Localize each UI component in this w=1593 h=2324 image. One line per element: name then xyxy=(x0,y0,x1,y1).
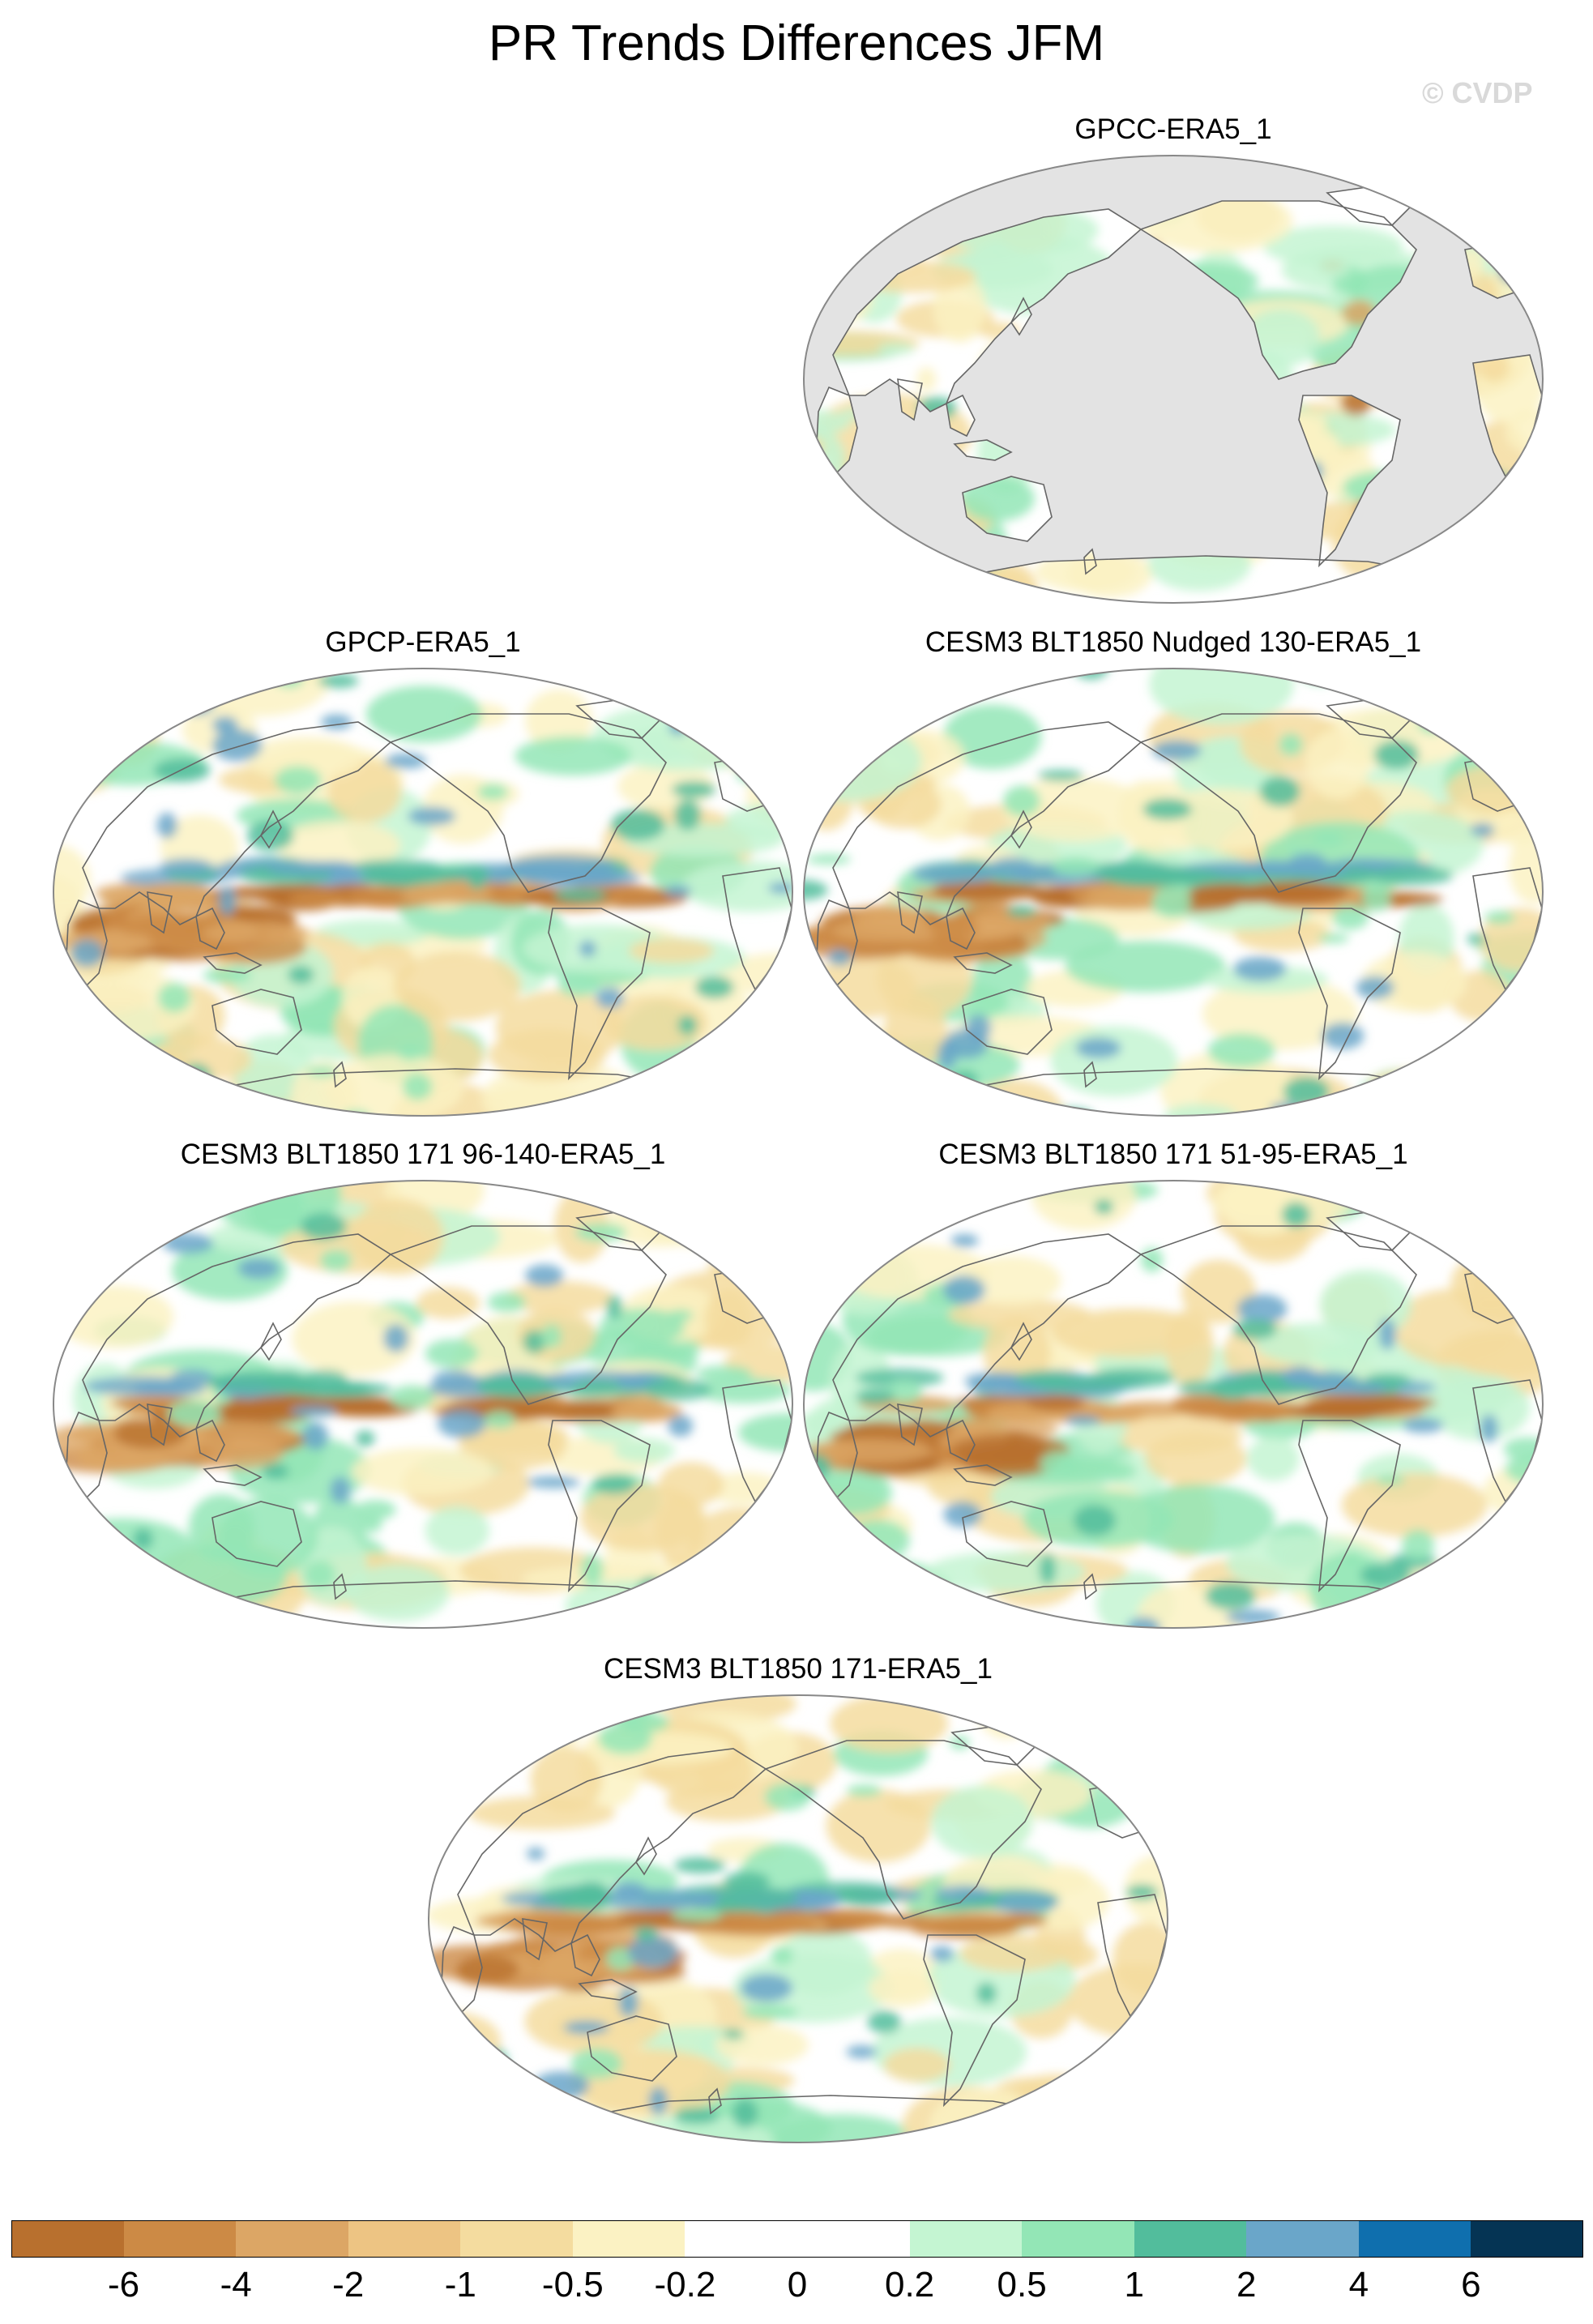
colorbar-tick-label: -4 xyxy=(220,2265,252,2305)
map-svg xyxy=(53,1180,793,1629)
colorbar-tick-label: 1 xyxy=(1124,2265,1144,2305)
map-field xyxy=(804,669,1543,1116)
colorbar-tick-label: 0.2 xyxy=(884,2265,935,2305)
panel-title: GPCC-ERA5_1 xyxy=(1074,113,1272,145)
colorbar-box xyxy=(236,2220,349,2258)
colorbar-frame xyxy=(11,2220,1583,2258)
map-frame xyxy=(53,1180,793,1629)
map-frame xyxy=(803,668,1544,1117)
map-panel-171-51-95: CESM3 BLT1850 171 51-95-ERA5_1 xyxy=(801,1139,1546,1641)
figure-title: PR Trends Differences JFM xyxy=(488,15,1105,71)
map-svg xyxy=(803,1180,1544,1629)
panel-title: CESM3 BLT1850 Nudged 130-ERA5_1 xyxy=(925,626,1422,658)
map-svg xyxy=(803,668,1544,1117)
colorbar-tick-label: 2 xyxy=(1236,2265,1257,2305)
map-frame xyxy=(428,1694,1168,2143)
colorbar-tick-label: -2 xyxy=(332,2265,365,2305)
map-frame xyxy=(803,155,1544,604)
map-frame xyxy=(803,1180,1544,1629)
colorbar-tick-label: 6 xyxy=(1461,2265,1481,2305)
map-panel-gpcc: GPCC-ERA5_1 xyxy=(801,113,1546,616)
map-frame xyxy=(53,668,793,1117)
panel-title: CESM3 BLT1850 171-ERA5_1 xyxy=(604,1653,993,1685)
colorbar-tick-label: -1 xyxy=(444,2265,476,2305)
coastlines xyxy=(441,1724,1168,2142)
map-panel-nudged-130: CESM3 BLT1850 Nudged 130-ERA5_1 xyxy=(801,626,1546,1129)
map-panel-gpcp: GPCP-ERA5_1 xyxy=(50,626,796,1129)
colorbar-tick-label: -6 xyxy=(108,2265,140,2305)
watermark: © CVDP xyxy=(1422,76,1533,109)
colorbar-tick-label: -0.2 xyxy=(654,2265,716,2305)
map-panel-171-96-140: CESM3 BLT1850 171 96-140-ERA5_1 xyxy=(50,1139,796,1641)
colorbar-tick-label: -0.5 xyxy=(541,2265,604,2305)
colorbar-box xyxy=(348,2220,461,2258)
map-svg xyxy=(428,1694,1168,2143)
panel-title: GPCP-ERA5_1 xyxy=(325,626,521,658)
panel-title: CESM3 BLT1850 171 51-95-ERA5_1 xyxy=(938,1139,1408,1170)
coastlines xyxy=(66,697,792,1116)
panel-title: CESM3 BLT1850 171 96-140-ERA5_1 xyxy=(180,1139,666,1170)
colorbar-tick-label: 4 xyxy=(1348,2265,1369,2305)
map-field xyxy=(804,1181,1543,1628)
map-panel-171: CESM3 BLT1850 171-ERA5_1 xyxy=(425,1653,1171,2155)
map-svg xyxy=(803,155,1544,604)
colorbar-tick-label: 0.5 xyxy=(997,2265,1047,2305)
colorbar xyxy=(11,2220,1584,2258)
colorbar-box xyxy=(1246,2220,1360,2258)
map-svg xyxy=(53,668,793,1117)
colorbar-box xyxy=(1022,2220,1135,2258)
colorbar-tick-label: 0 xyxy=(787,2265,808,2305)
